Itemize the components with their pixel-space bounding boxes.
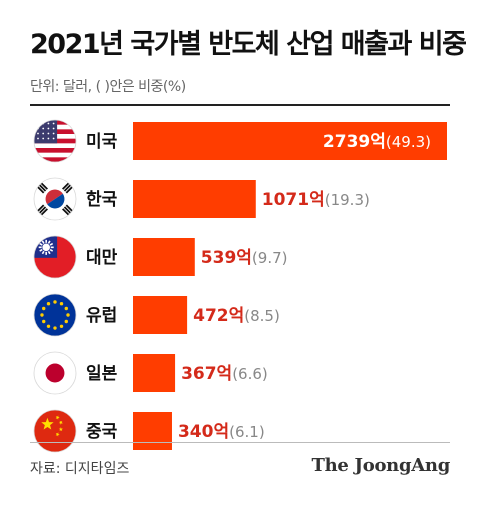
us-flag-icon <box>33 119 77 163</box>
japan-flag-icon <box>33 351 77 395</box>
taiwan-flag-icon <box>33 235 77 279</box>
source-note: 자료: 디지타임즈 <box>30 461 130 477</box>
country-label: 미국 <box>86 132 118 152</box>
value-label: 340억(6.1) <box>178 422 265 442</box>
country-label: 중국 <box>86 422 118 442</box>
value-label: 2739억(49.3) <box>323 132 431 152</box>
country-label: 유럽 <box>86 306 117 326</box>
value-amount: 539억 <box>201 248 252 268</box>
value-share: (6.6) <box>232 365 268 383</box>
value-share: (8.5) <box>244 307 280 325</box>
value-label: 367억(6.6) <box>181 364 268 384</box>
value-amount: 340억 <box>178 422 229 442</box>
country-label: 한국 <box>86 190 118 210</box>
bar <box>133 180 256 218</box>
bar <box>133 238 195 276</box>
bar <box>133 412 172 450</box>
value-label: 472억(8.5) <box>193 306 280 326</box>
bar <box>133 122 447 160</box>
value-share: (6.1) <box>229 423 265 441</box>
china-flag-icon <box>33 409 77 453</box>
value-amount: 1071억 <box>262 190 325 210</box>
korea-flag-icon <box>33 177 77 221</box>
value-share: (49.3) <box>386 133 431 151</box>
chart-title: 2021년 국가별 반도체 산업 매출과 비중 <box>30 29 467 60</box>
publisher-logo: The JoongAng <box>311 455 451 476</box>
value-label: 1071억(19.3) <box>262 190 370 210</box>
value-amount: 367억 <box>181 364 232 384</box>
value-share: (19.3) <box>325 191 370 209</box>
bar <box>133 354 176 392</box>
value-amount: 472억 <box>193 306 244 326</box>
bar <box>133 296 188 334</box>
top-rule <box>30 104 450 106</box>
country-label: 일본 <box>86 364 118 384</box>
value-label: 539억(9.7) <box>201 248 288 268</box>
unit-note: 단위: 달러, ( )안은 비중(%) <box>30 79 186 95</box>
value-amount: 2739억 <box>323 132 386 152</box>
eu-flag-icon <box>33 293 77 337</box>
bottom-rule <box>30 442 450 443</box>
value-share: (9.7) <box>252 249 288 267</box>
country-label: 대만 <box>86 248 118 268</box>
